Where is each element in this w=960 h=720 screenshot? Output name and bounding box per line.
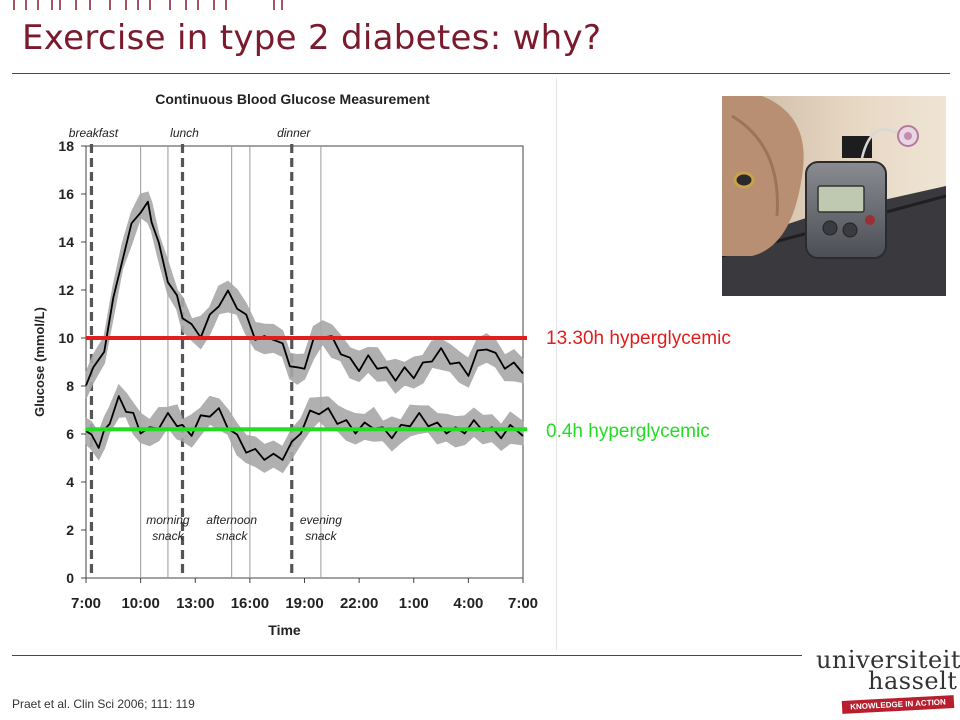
snack-label-line-1: evening [300,513,342,527]
y-tick-label: 4 [66,474,74,490]
y-axis-label: Glucose (mmol/L) [32,307,47,417]
y-tick-label: 18 [58,138,74,154]
citation: Praet et al. Clin Sci 2006; 111: 119 [12,697,195,711]
slide-title: Exercise in type 2 diabetes: why? [22,18,602,58]
x-tick-label: 16:00 [231,595,269,612]
glucose-chart: 0 2 4 6 8 10 12 14 16 18 7:00 10:00 13:00 16:00 19:00 2… [32,91,538,638]
x-tick-label: 22:00 [340,595,378,612]
content-divider [556,78,557,650]
y-tick-label: 6 [66,426,74,442]
snack-label-line-1: afternoon [206,513,257,527]
x-tick-label: 10:00 [121,595,159,612]
logo-line-1: universiteit [816,646,960,674]
title-rule [12,73,950,74]
y-tick-label: 2 [66,522,74,538]
snack-label-line-2: snack [305,529,337,543]
y-tick-label: 8 [66,378,74,394]
y-tick-label: 12 [58,282,74,298]
snack-label-line-1: morning [146,513,190,527]
x-axis-label: Time [268,622,301,638]
hyperglycemic-annotation-low: 0.4h hyperglycemic [546,421,710,442]
x-tick-label: 19:00 [285,595,323,612]
logo-line-2: hasselt [868,667,958,695]
snack-label-line-2: snack [216,529,248,543]
meal-label: lunch [170,126,199,140]
y-tick-label: 0 [66,570,74,586]
insulin-pump-photo [722,96,946,296]
meal-label: dinner [277,126,311,140]
x-tick-label: 4:00 [453,595,483,612]
x-tick-label: 7:00 [508,595,538,612]
x-tick-label: 1:00 [399,595,429,612]
chart-title: Continuous Blood Glucose Measurement [155,91,430,107]
snack-label-line-2: snack [152,529,184,543]
university-logo: universiteit hasselt KNOWLEDGE IN ACTION [806,640,960,716]
y-tick-label: 14 [58,234,74,250]
x-tick-label: 13:00 [176,595,214,612]
y-tick-label: 10 [58,330,74,346]
header-decoration [13,0,283,10]
logo-tagline: KNOWLEDGE IN ACTION [841,695,955,714]
y-tick-label: 16 [58,186,74,202]
glucose-band-0 [85,191,524,399]
x-tick-label: 7:00 [71,595,101,612]
hyperglycemic-annotation-high: 13.30h hyperglycemic [546,328,731,349]
footer-rule [12,655,802,656]
glucose-line-0 [85,200,524,386]
meal-label: breakfast [69,126,119,140]
